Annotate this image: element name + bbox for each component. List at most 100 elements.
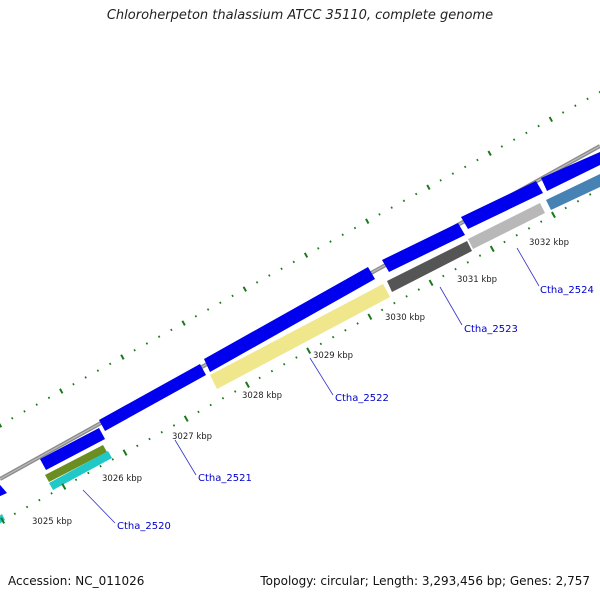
minor-tick bbox=[439, 179, 442, 182]
major-tick bbox=[183, 415, 189, 422]
minor-tick bbox=[87, 471, 90, 475]
feature-box-2522[interactable] bbox=[210, 284, 390, 389]
cds-arrow[interactable] bbox=[382, 223, 465, 272]
major-tick bbox=[61, 483, 67, 490]
minor-tick bbox=[268, 274, 271, 277]
map-title: Chloroherpeton thalassium ATCC 35110, co… bbox=[106, 8, 494, 23]
minor-tick bbox=[209, 403, 212, 407]
minor-tick bbox=[270, 369, 274, 373]
gene-label-ctha-2520[interactable]: Ctha_2520 bbox=[117, 521, 171, 532]
minor-tick bbox=[353, 226, 357, 230]
accession-label: Accession: NC_011026 bbox=[8, 574, 145, 588]
cds-track bbox=[0, 152, 600, 497]
gene-label-ctha-2522[interactable]: Ctha_2522 bbox=[335, 393, 389, 404]
minor-tick bbox=[157, 335, 161, 338]
scale-label-3032: 3032 kbp bbox=[529, 238, 569, 248]
gene-label-ctha-2521[interactable]: Ctha_2521 bbox=[198, 473, 252, 484]
minor-tick bbox=[96, 369, 100, 372]
minor-tick bbox=[503, 240, 506, 244]
minor-tick bbox=[295, 356, 298, 359]
minor-tick bbox=[258, 376, 261, 380]
minor-tick bbox=[478, 254, 482, 257]
major-tick bbox=[428, 279, 434, 287]
minor-tick bbox=[170, 328, 173, 332]
minor-tick bbox=[317, 247, 320, 250]
cds-arrow[interactable] bbox=[204, 267, 375, 372]
minor-tick bbox=[23, 410, 26, 413]
minor-tick bbox=[99, 464, 102, 468]
leader-lines bbox=[82, 247, 540, 524]
scale-label-3026: 3026 kbp bbox=[102, 474, 142, 484]
scale-label-3031: 3031 kbp bbox=[457, 275, 497, 285]
minor-tick bbox=[72, 382, 75, 386]
minor-tick bbox=[197, 410, 200, 414]
minor-tick bbox=[145, 342, 149, 345]
feature-box-2520b[interactable] bbox=[49, 451, 112, 490]
feature-box-2524b[interactable] bbox=[546, 174, 600, 210]
minor-tick bbox=[537, 124, 540, 128]
cds-arrow[interactable] bbox=[461, 181, 543, 229]
minor-tick bbox=[402, 199, 406, 203]
minor-tick bbox=[466, 261, 469, 264]
minor-tick bbox=[219, 301, 222, 304]
major-tick bbox=[426, 184, 431, 190]
minor-tick bbox=[378, 213, 381, 216]
minor-tick bbox=[282, 363, 286, 366]
minor-tick bbox=[319, 342, 323, 346]
feature-box-2520a[interactable] bbox=[45, 445, 107, 482]
scale-label-3030: 3030 kbp bbox=[385, 313, 425, 323]
minor-tick bbox=[221, 396, 225, 400]
scale-label-3025: 3025 kbp bbox=[32, 517, 72, 527]
minor-tick bbox=[234, 390, 237, 393]
minor-tick bbox=[84, 376, 87, 379]
minor-tick bbox=[74, 478, 78, 482]
major-tick bbox=[365, 218, 370, 224]
gene-label-ctha-2523[interactable]: Ctha_2523 bbox=[464, 324, 518, 335]
major-tick bbox=[122, 449, 128, 456]
major-tick bbox=[120, 354, 125, 360]
feature-box-2524a[interactable] bbox=[468, 203, 545, 249]
minor-tick bbox=[280, 267, 283, 271]
minor-tick bbox=[405, 295, 408, 298]
minor-tick bbox=[148, 437, 151, 441]
leader-line-2521 bbox=[174, 439, 197, 476]
minor-tick bbox=[527, 227, 531, 230]
minor-tick bbox=[38, 498, 41, 502]
minor-tick bbox=[25, 505, 29, 509]
minor-tick bbox=[574, 104, 577, 107]
minor-tick bbox=[50, 492, 53, 495]
feature-track bbox=[0, 174, 600, 524]
scale-label-3027: 3027 kbp bbox=[172, 432, 212, 442]
major-tick bbox=[306, 347, 312, 354]
cds-arrow[interactable] bbox=[541, 152, 600, 191]
cds-arrow[interactable] bbox=[0, 479, 7, 497]
cds-arrow[interactable] bbox=[99, 364, 206, 431]
minor-tick bbox=[525, 131, 528, 135]
minor-tick bbox=[160, 430, 163, 434]
minor-tick bbox=[515, 233, 518, 237]
minor-tick bbox=[35, 403, 38, 406]
minor-tick bbox=[331, 335, 335, 339]
leader-line-2524 bbox=[516, 247, 540, 287]
cds-arrow[interactable] bbox=[40, 428, 105, 470]
major-tick bbox=[303, 252, 309, 258]
minor-tick bbox=[540, 220, 543, 223]
minor-tick bbox=[356, 322, 359, 325]
minor-tick bbox=[172, 424, 176, 427]
minor-tick bbox=[500, 145, 504, 148]
gene-label-ctha-2524[interactable]: Ctha_2524 bbox=[540, 285, 594, 296]
minor-tick bbox=[111, 458, 114, 461]
minor-tick bbox=[344, 329, 347, 332]
minor-tick bbox=[586, 97, 589, 101]
major-tick bbox=[245, 381, 250, 388]
minor-tick bbox=[463, 165, 467, 169]
minor-tick bbox=[512, 138, 516, 141]
feature-box-2523[interactable] bbox=[387, 241, 472, 292]
major-tick bbox=[548, 116, 553, 123]
minor-tick bbox=[454, 267, 457, 271]
minor-tick bbox=[133, 349, 136, 352]
minor-tick bbox=[380, 308, 384, 312]
minor-tick bbox=[231, 294, 234, 298]
minor-tick bbox=[47, 396, 51, 400]
